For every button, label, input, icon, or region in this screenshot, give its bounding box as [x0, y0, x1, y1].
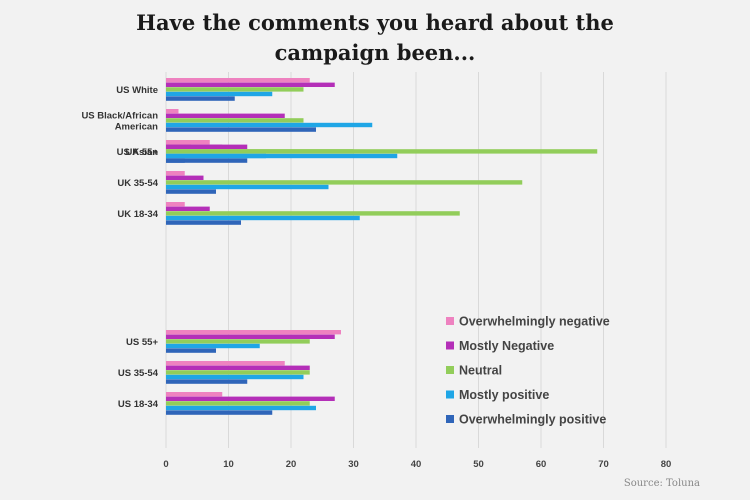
bar	[166, 365, 310, 370]
x-tick-label: 80	[661, 459, 672, 470]
category-label: UK 35-54	[117, 178, 158, 189]
x-tick-label: 10	[223, 459, 234, 470]
x-tick-label: 50	[473, 459, 484, 470]
bar	[166, 370, 310, 375]
bar	[166, 189, 216, 194]
bar	[166, 158, 248, 163]
bar	[166, 118, 304, 123]
bar	[166, 343, 260, 349]
bar	[166, 361, 285, 366]
x-tick-label: 40	[411, 459, 422, 470]
legend-label: Overwhelmingly positive	[459, 413, 606, 427]
bar	[166, 144, 223, 149]
bar	[166, 82, 335, 87]
bar	[166, 206, 210, 211]
chart-title: Have the comments you heard about the ca…	[0, 8, 750, 68]
source-note: Source: Toluna	[623, 478, 700, 489]
category-label: US 35-54	[118, 368, 159, 379]
bar	[166, 175, 204, 180]
bar	[166, 153, 398, 159]
category-label: UK 55+	[126, 147, 159, 158]
x-tick-label: 70	[598, 459, 609, 470]
bar	[166, 96, 235, 101]
legend-label: Mostly Negative	[459, 339, 554, 353]
legend-label: Overwhelmingly negative	[459, 315, 610, 329]
x-tick-label: 20	[286, 459, 297, 470]
bar	[166, 392, 223, 397]
bar	[166, 348, 216, 353]
category-label: US Asian	[117, 147, 159, 158]
bar	[166, 140, 191, 145]
bar	[166, 374, 304, 380]
bar	[166, 379, 248, 384]
bar	[166, 180, 523, 185]
legend-swatch	[446, 317, 454, 325]
bar	[166, 149, 598, 154]
bar	[166, 211, 460, 216]
bar	[166, 127, 316, 132]
legend-swatch	[446, 341, 454, 350]
bar	[166, 91, 273, 97]
legend-swatch	[446, 390, 454, 399]
category-label: US White	[116, 85, 158, 96]
bar	[166, 78, 310, 83]
legend-label: Mostly positive	[459, 388, 549, 402]
bar	[166, 171, 185, 176]
bar	[166, 339, 310, 344]
bar	[166, 87, 304, 92]
legend-swatch	[446, 366, 454, 374]
category-label: US Black/African	[81, 111, 158, 122]
bar	[166, 396, 335, 401]
bar	[166, 220, 241, 225]
x-tick-label: 0	[163, 459, 168, 470]
bar	[166, 109, 179, 114]
bar	[166, 202, 185, 207]
x-tick-label: 60	[536, 459, 547, 470]
legend-swatch	[446, 415, 454, 423]
category-label: UK 18-34	[117, 209, 158, 220]
bar	[166, 401, 310, 406]
chart-title-line-2: campaign been...	[274, 40, 476, 65]
x-tick-label: 30	[348, 459, 359, 470]
bar	[166, 410, 273, 415]
bar	[166, 184, 329, 190]
bar	[166, 158, 185, 163]
bar	[166, 215, 360, 221]
chart-title-line-1: Have the comments you heard about the	[136, 10, 614, 35]
category-label: US 55+	[126, 337, 158, 348]
category-label: American	[115, 122, 158, 133]
bar	[166, 153, 266, 159]
legend-label: Neutral	[459, 364, 502, 378]
bar	[166, 122, 373, 128]
bar	[166, 330, 341, 335]
bar	[166, 334, 335, 339]
bar	[166, 405, 316, 411]
bar	[166, 113, 285, 118]
category-label: US 18-34	[118, 399, 159, 410]
